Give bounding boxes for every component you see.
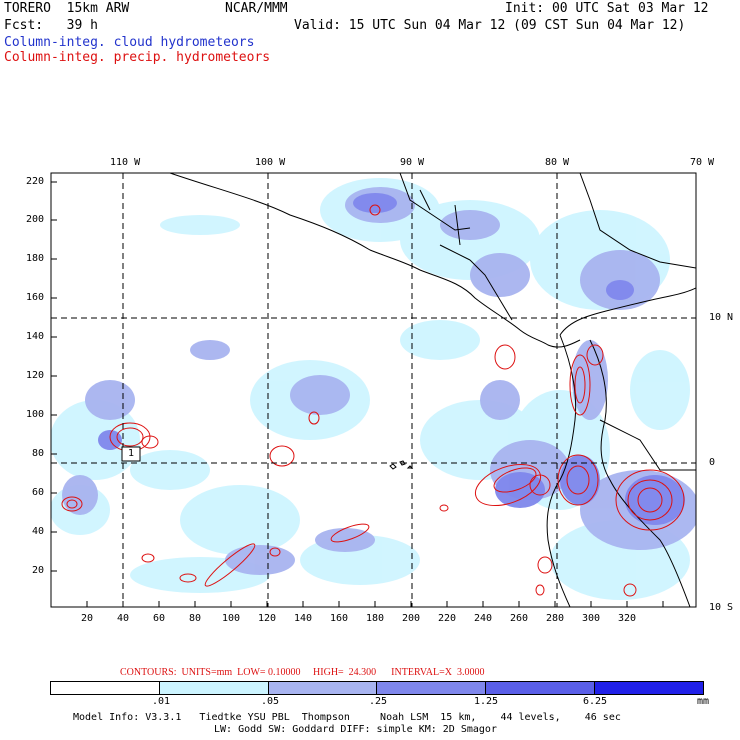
point-marker bbox=[121, 446, 141, 462]
x-tick-label: 120 bbox=[258, 613, 277, 624]
y-tick-label: 40 bbox=[32, 526, 45, 537]
colorbar-swatch bbox=[595, 682, 703, 694]
model-info-line2: LW: Godd SW: Goddard DIFF: simple KM: 2D… bbox=[214, 724, 497, 735]
colorbar-level: .05 bbox=[261, 696, 280, 707]
lat-label: 0 bbox=[709, 457, 716, 468]
lon-label: 70 W bbox=[690, 157, 715, 168]
y-tick-label: 200 bbox=[26, 214, 45, 225]
x-tick-label: 20 bbox=[81, 613, 94, 624]
x-tick-label: 280 bbox=[546, 613, 565, 624]
y-tick-label: 180 bbox=[26, 253, 45, 264]
x-tick-label: 300 bbox=[582, 613, 601, 624]
colorbar-swatch bbox=[51, 682, 160, 694]
lat-label: 10 N bbox=[709, 312, 734, 323]
lon-label: 110 W bbox=[110, 157, 141, 168]
colorbar-level: .01 bbox=[152, 696, 171, 707]
lat-label: 10 S bbox=[709, 602, 734, 613]
x-tick-label: 100 bbox=[222, 613, 241, 624]
colorbar-level: 1.25 bbox=[474, 696, 499, 707]
y-tick-label: 220 bbox=[26, 176, 45, 187]
y-tick-label: 20 bbox=[32, 565, 45, 576]
x-tick-label: 200 bbox=[402, 613, 421, 624]
x-tick-label: 40 bbox=[117, 613, 130, 624]
lon-label: 100 W bbox=[255, 157, 286, 168]
org-label: NCAR/MMM bbox=[225, 1, 288, 16]
x-tick-label: 140 bbox=[294, 613, 313, 624]
model-title: TORERO 15km ARW bbox=[4, 1, 130, 16]
x-tick-label: 260 bbox=[510, 613, 529, 624]
y-tick-label: 80 bbox=[32, 448, 45, 459]
x-tick-label: 80 bbox=[189, 613, 202, 624]
y-tick-label: 160 bbox=[26, 292, 45, 303]
x-tick-label: 60 bbox=[153, 613, 166, 624]
colorbar bbox=[50, 681, 704, 695]
x-tick-label: 320 bbox=[618, 613, 637, 624]
colorbar-level: .25 bbox=[369, 696, 388, 707]
x-tick-label: 180 bbox=[366, 613, 385, 624]
cloud-field-label: Column-integ. cloud hydrometeors bbox=[4, 35, 255, 50]
y-tick-label: 140 bbox=[26, 331, 45, 342]
colorbar-swatch bbox=[159, 682, 269, 694]
x-tick-label: 160 bbox=[330, 613, 349, 624]
axis-ticks bbox=[51, 181, 664, 607]
valid-time: Valid: 15 UTC Sun 04 Mar 12 (09 CST Sun … bbox=[294, 18, 686, 33]
x-tick-label: 240 bbox=[474, 613, 493, 624]
map-frame bbox=[50, 172, 697, 608]
colorbar-swatch bbox=[268, 682, 378, 694]
y-tick-label: 120 bbox=[26, 370, 45, 381]
colorbar-swatch bbox=[486, 682, 596, 694]
point-marker-label: 1 bbox=[128, 448, 135, 459]
colorbar-level: 6.25 bbox=[583, 696, 608, 707]
init-time: Init: 00 UTC Sat 03 Mar 12 bbox=[505, 1, 709, 16]
cloud-shading bbox=[51, 178, 696, 600]
y-tick-label: 100 bbox=[26, 409, 45, 420]
colorbar-unit: mm bbox=[697, 696, 710, 707]
lon-label: 80 W bbox=[545, 157, 570, 168]
precip-contours bbox=[61, 204, 685, 597]
x-tick-label: 220 bbox=[438, 613, 457, 624]
contour-info: CONTOURS: UNITS=mm LOW= 0.10000 HIGH= 24… bbox=[120, 667, 485, 678]
forecast-hour: Fcst: 39 h bbox=[4, 18, 98, 33]
model-info-line1: Model Info: V3.3.1 Tiedtke YSU PBL Thomp… bbox=[73, 712, 621, 723]
lon-label: 90 W bbox=[400, 157, 425, 168]
precip-field-label: Column-integ. precip. hydrometeors bbox=[4, 50, 271, 65]
colorbar-swatch bbox=[377, 682, 487, 694]
y-tick-label: 60 bbox=[32, 487, 45, 498]
grid-lines bbox=[51, 173, 696, 607]
coastlines bbox=[169, 173, 696, 607]
